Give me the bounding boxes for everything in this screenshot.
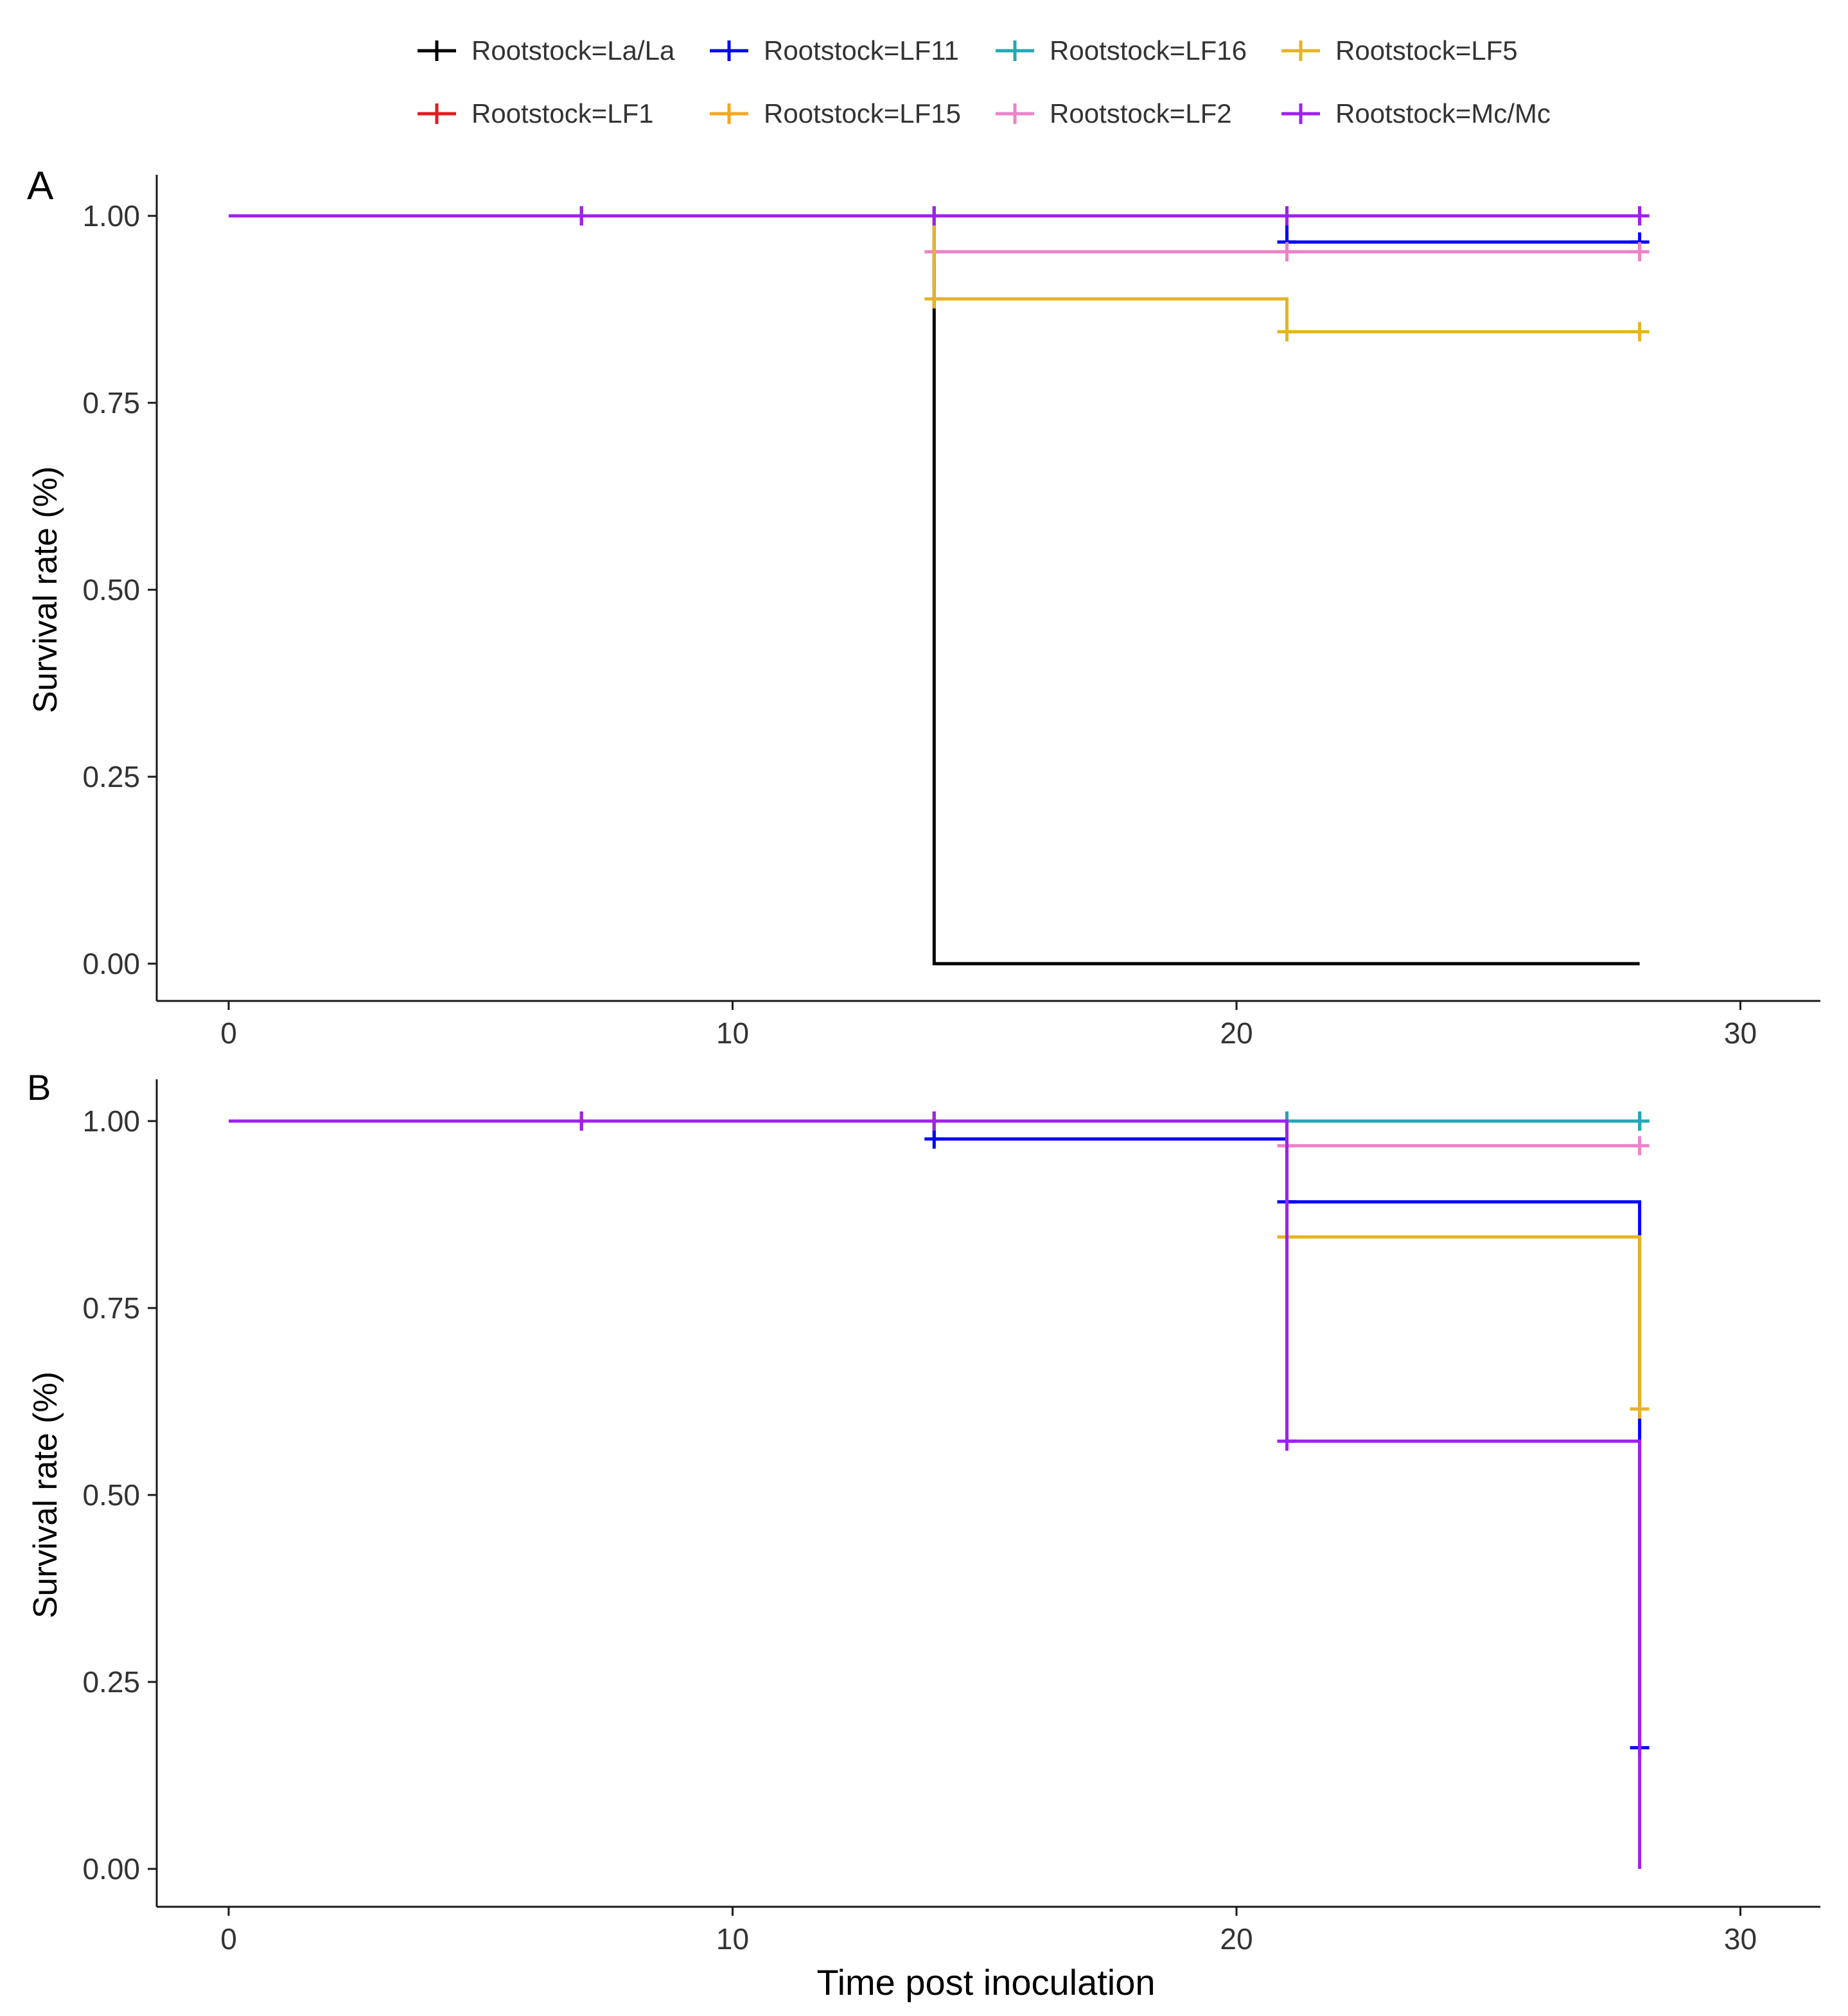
series-rootstock-lf5 <box>229 1111 1650 1419</box>
y-tick-label: 1.00 <box>82 199 140 233</box>
legend-item-rootstock-lf1: Rootstock=LF1 <box>411 94 703 133</box>
censor-mark <box>1630 242 1650 261</box>
x-tick-label: 30 <box>1724 1922 1757 1956</box>
series-rootstock-lf11 <box>229 1111 1650 1758</box>
series-rootstock-mc-mc <box>229 206 1650 225</box>
legend-label: Rootstock=LF11 <box>764 35 959 66</box>
y-tick-label: 0.75 <box>82 1291 140 1325</box>
censor-mark <box>1277 242 1297 261</box>
legend-label: Rootstock=LF15 <box>764 98 962 128</box>
y-tick-label: 0.75 <box>82 386 140 420</box>
legend-row: Rootstock=LF1 Rootstock=LF15 Rootstock=LF2… <box>411 82 1606 145</box>
legend-swatch-icon <box>1281 40 1320 61</box>
legend-label: Rootstock=La/La <box>471 35 675 66</box>
censor-mark <box>1277 322 1297 342</box>
legend-swatch-icon <box>996 40 1034 61</box>
legend-swatch-icon <box>710 103 748 124</box>
legend-swatch-icon <box>418 40 456 61</box>
panel-label: A <box>27 164 54 208</box>
y-tick-label: 0.50 <box>82 573 140 606</box>
survival-curve <box>229 1119 1642 1410</box>
legend-item-rootstock-lf11: Rootstock=LF11 <box>703 31 989 70</box>
censor-mark <box>572 1111 592 1131</box>
legend-label: Rootstock=LF2 <box>1050 98 1232 128</box>
series-rootstock-la-la <box>229 206 1640 966</box>
y-tick-label: 1.00 <box>82 1104 140 1138</box>
censor-mark <box>572 206 592 225</box>
legend-label: Rootstock=LF1 <box>471 98 654 128</box>
x-tick-label: 20 <box>1220 1016 1253 1050</box>
legend-label: Rootstock=LF16 <box>1050 35 1247 66</box>
y-tick-label: 0.25 <box>82 760 140 793</box>
y-tick-label: 0.00 <box>82 947 140 980</box>
y-axis-label: Survival rate (%) <box>27 1372 64 1618</box>
legend-item-rootstock-lf15: Rootstock=LF15 <box>703 94 989 133</box>
survival-curve <box>229 214 1640 966</box>
censor-mark <box>924 289 944 309</box>
panel-a: A 0.00 0.25 0.50 0.75 1.00 0 10 20 30 Survival rat… <box>27 164 1820 1050</box>
legend-swatch-icon <box>996 103 1034 124</box>
legend-item-rootstock-mc-mc: Rootstock=Mc/Mc <box>1275 94 1571 133</box>
y-tick-label: 0.25 <box>82 1665 140 1699</box>
x-tick-label: 20 <box>1220 1922 1253 1956</box>
legend-item-rootstock-lf2: Rootstock=LF2 <box>989 94 1275 133</box>
legend-item-rootstock-la-la: Rootstock=La/La <box>411 31 703 70</box>
legend-label: Rootstock=LF5 <box>1335 35 1518 66</box>
panel-label: B <box>27 1067 51 1108</box>
censor-mark <box>1277 1431 1297 1451</box>
x-tick-label: 10 <box>716 1016 749 1050</box>
censor-mark <box>1630 1136 1650 1156</box>
legend-swatch-icon <box>418 103 456 124</box>
y-tick-label: 0.00 <box>82 1852 140 1886</box>
series-rootstock-lf2 <box>229 1111 1650 1156</box>
series-rootstock-mc-mc <box>229 1111 1642 1869</box>
y-tick-label: 0.50 <box>82 1478 140 1512</box>
censor-mark <box>1277 206 1297 225</box>
legend-row: Rootstock=La/La Rootstock=LF11 Rootstock=L… <box>411 19 1606 82</box>
legend-swatch-icon <box>1281 103 1320 124</box>
legend-item-rootstock-lf5: Rootstock=LF5 <box>1275 31 1571 70</box>
x-tick-label: 30 <box>1724 1016 1757 1050</box>
survival-curve <box>229 1119 1642 1748</box>
x-tick-label: 0 <box>220 1922 237 1956</box>
panel-b: B 0.00 0.25 0.50 0.75 1.00 0 10 20 30 Survival rat… <box>27 1067 1820 2003</box>
y-axis-label: Survival rate (%) <box>27 466 64 713</box>
censor-mark <box>924 206 944 225</box>
legend-label: Rootstock=Mc/Mc <box>1335 98 1551 128</box>
censor-mark <box>924 1111 944 1131</box>
censor-mark <box>1630 206 1650 225</box>
legend-swatch-icon <box>710 40 748 61</box>
legend: Rootstock=La/La Rootstock=LF11 Rootstock=L… <box>411 19 1606 145</box>
series-rootstock-lf11 <box>229 206 1650 252</box>
x-tick-label: 0 <box>220 1016 237 1050</box>
x-tick-label: 10 <box>716 1922 749 1956</box>
legend-item-rootstock-lf16: Rootstock=LF16 <box>989 31 1275 70</box>
x-axis-label: Time post inoculation <box>816 1962 1155 2003</box>
censor-mark <box>1630 1111 1650 1131</box>
series-rootstock-lf5 <box>229 206 1650 342</box>
censor-mark <box>924 1129 944 1149</box>
censor-mark <box>1630 322 1650 342</box>
censor-mark <box>1630 1399 1650 1419</box>
survival-curve <box>229 1119 1642 1869</box>
